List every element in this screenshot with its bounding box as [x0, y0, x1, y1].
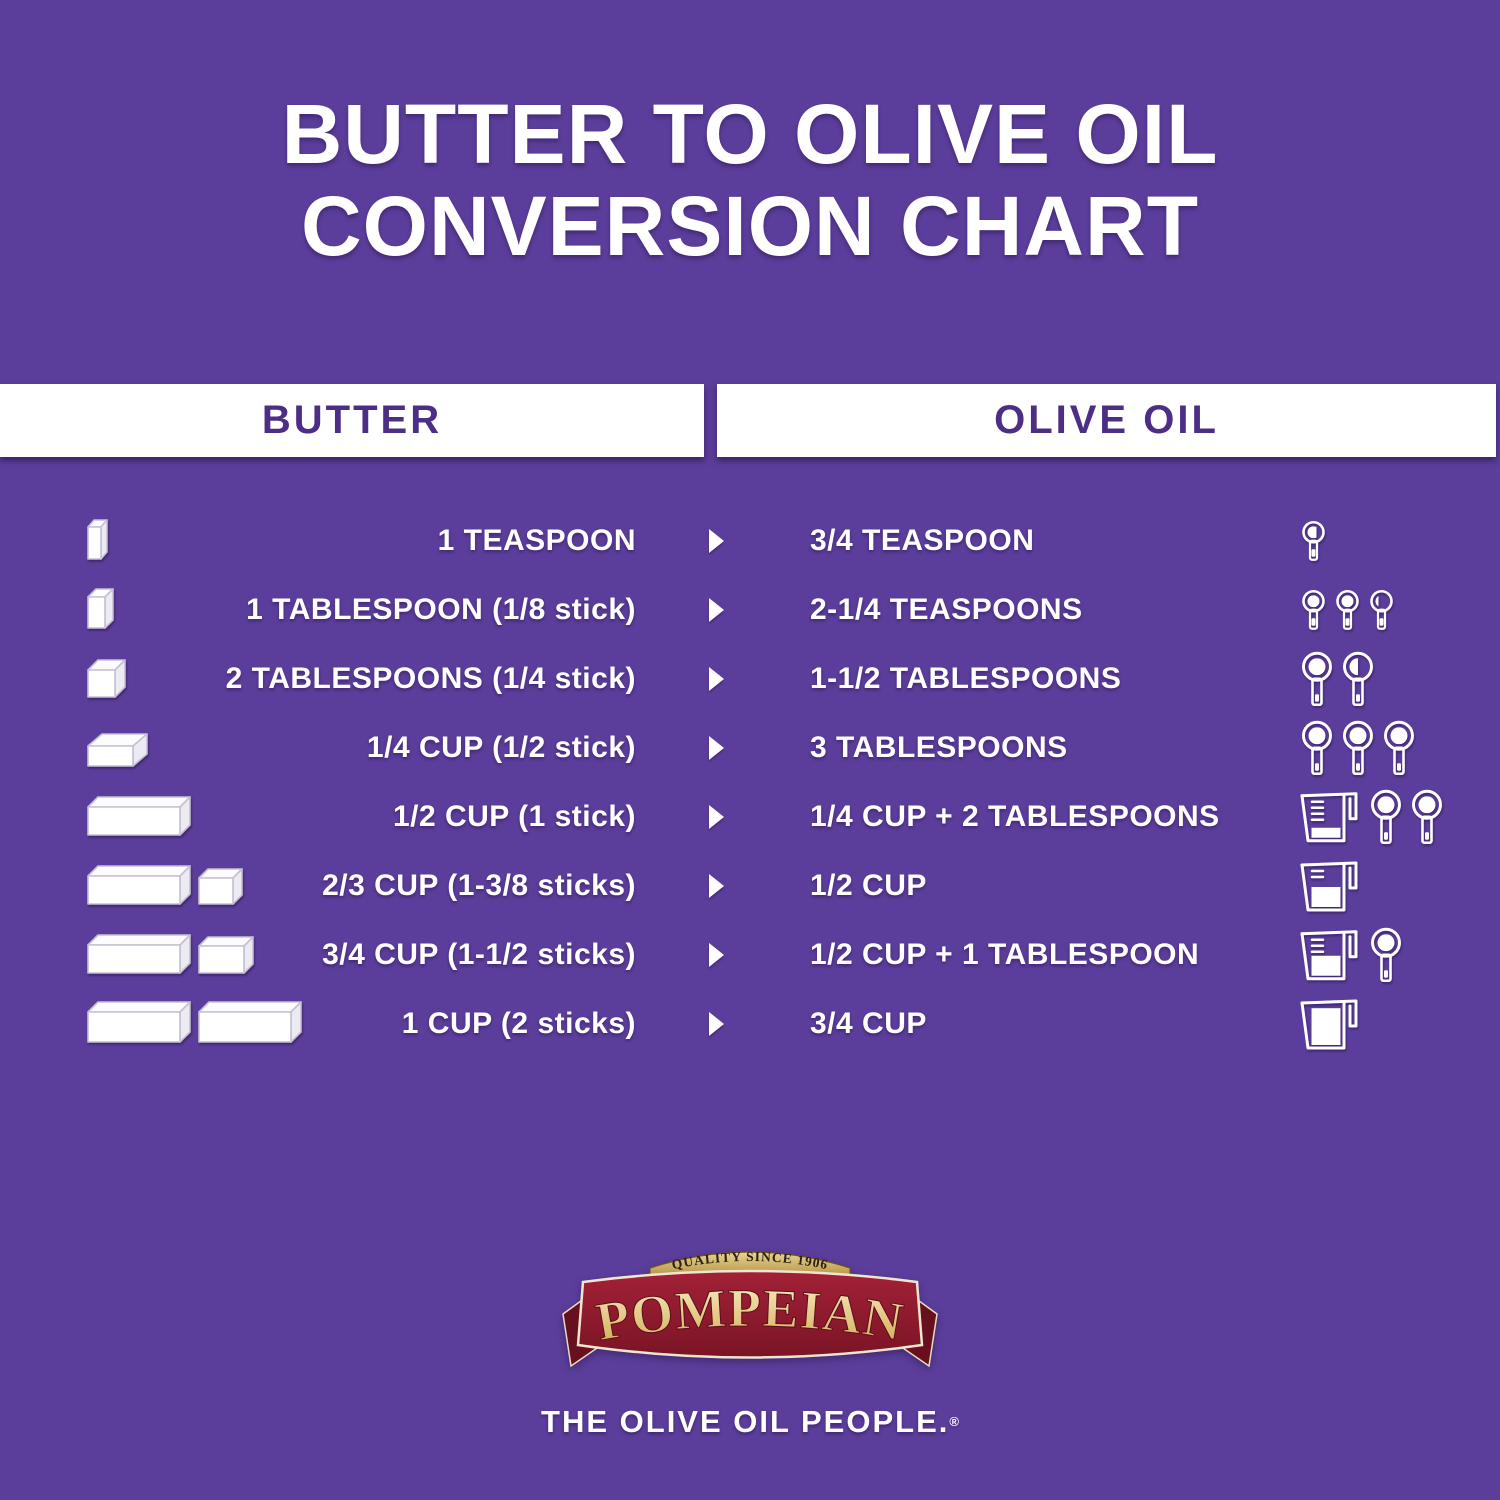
olive-oil-icon-group — [1300, 787, 1444, 846]
arrow-right-icon — [709, 735, 724, 760]
butter-amount-label: 1 TABLESPOON (1/8 stick) — [246, 592, 636, 626]
olive-oil-icon-group — [1300, 857, 1362, 915]
column-header-olive-oil-label: OLIVE OIL — [994, 398, 1219, 442]
measuring-cup-icon — [1300, 792, 1358, 842]
registered-trademark-symbol: ® — [949, 1414, 959, 1429]
olive-oil-amount-label: 2-1/4 TEASPOONS — [810, 592, 1083, 626]
butter-stick-icon — [87, 1001, 191, 1043]
butter-stick-icon — [87, 519, 108, 560]
teaspoon-icon — [1302, 589, 1325, 630]
olive-oil-amount-label: 3 TABLESPOONS — [810, 730, 1068, 764]
butter-stick-icon — [87, 934, 191, 974]
arrow-right-icon — [709, 597, 724, 622]
butter-icon-group — [86, 587, 115, 630]
butter-amount-label: 2/3 CUP (1-3/8 sticks) — [322, 868, 636, 902]
butter-stick-icon — [87, 659, 126, 698]
tablespoon-icon — [1371, 789, 1401, 844]
butter-stick-icon — [87, 733, 148, 767]
olive-oil-icon-group — [1300, 518, 1327, 563]
butter-stick-icon — [198, 1001, 302, 1043]
title-line-1: BUTTER TO OLIVE OIL — [281, 87, 1219, 181]
butter-icon-group — [86, 1000, 303, 1044]
brand-tagline-text: THE OLIVE OIL PEOPLE. — [541, 1404, 950, 1439]
conversion-row: 1 TEASPOON 3/4 TEASPOON — [0, 506, 1500, 575]
brand-tagline: THE OLIVE OIL PEOPLE.® — [0, 1404, 1500, 1440]
column-header-olive-oil: OLIVE OIL — [717, 384, 1496, 457]
olive-oil-amount-label: 1/4 CUP + 2 TABLESPOONS — [810, 799, 1220, 833]
tablespoon-icon — [1302, 651, 1332, 706]
conversion-row: 2 TABLESPOONS (1/4 stick) 1-1/2 TABLESPOO… — [0, 644, 1500, 713]
tablespoon-icon — [1412, 789, 1442, 844]
page-title: BUTTER TO OLIVE OIL CONVERSION CHART — [0, 88, 1500, 272]
tablespoon-icon — [1371, 927, 1401, 982]
pompeian-logo: QUALITY SINCE 1906 POMPEIAN — [562, 1249, 938, 1368]
measuring-cup-icon — [1300, 861, 1358, 911]
column-header-butter-label: BUTTER — [261, 398, 443, 442]
olive-oil-amount-label: 1/2 CUP — [810, 868, 927, 902]
butter-amount-label: 1 CUP (2 sticks) — [401, 1006, 636, 1040]
olive-oil-amount-label: 3/4 CUP — [810, 1006, 927, 1040]
measuring-cup-icon — [1300, 930, 1358, 980]
arrow-right-icon — [709, 666, 724, 691]
conversion-row: 1 CUP (2 sticks) 3/4 CUP — [0, 989, 1500, 1058]
conversion-row: 1 TABLESPOON (1/8 stick) 2-1/4 TEASPOONS — [0, 575, 1500, 644]
brand-red-banner — [576, 1269, 924, 1359]
butter-icon-group — [86, 658, 127, 699]
measuring-cup-icon — [1300, 999, 1358, 1049]
butter-stick-icon — [198, 936, 254, 974]
tablespoon-icon — [1343, 651, 1373, 706]
conversion-table: 1 TEASPOON 3/4 TEASPOON 1 TABLESPOON (1/8 … — [0, 506, 1500, 1058]
butter-amount-label: 1/2 CUP (1 stick) — [392, 799, 636, 833]
butter-amount-label: 1 TEASPOON — [437, 523, 636, 557]
arrow-right-icon — [709, 942, 724, 967]
butter-stick-icon — [198, 868, 243, 905]
butter-icon-group — [86, 864, 244, 906]
conversion-row: 1/4 CUP (1/2 stick) 3 TABLESPOONS — [0, 713, 1500, 782]
butter-icon-group — [86, 732, 149, 768]
olive-oil-amount-label: 3/4 TEASPOON — [810, 523, 1035, 557]
tablespoon-icon — [1384, 720, 1414, 775]
olive-oil-icon-group — [1300, 925, 1403, 984]
olive-oil-icon-group — [1300, 649, 1375, 708]
butter-stick-icon — [87, 588, 114, 629]
tablespoon-icon — [1343, 720, 1373, 775]
butter-icon-group — [86, 795, 192, 837]
butter-icon-group — [86, 933, 255, 975]
arrow-right-icon — [709, 528, 724, 553]
conversion-row: 2/3 CUP (1-3/8 sticks) 1/2 CUP — [0, 851, 1500, 920]
teaspoon-icon — [1302, 520, 1325, 561]
butter-stick-icon — [87, 865, 191, 905]
teaspoon-icon — [1336, 589, 1359, 630]
butter-amount-label: 2 TABLESPOONS (1/4 stick) — [225, 661, 636, 695]
butter-amount-label: 3/4 CUP (1-1/2 sticks) — [322, 937, 636, 971]
butter-icon-group — [86, 518, 109, 561]
olive-oil-amount-label: 1-1/2 TABLESPOONS — [810, 661, 1122, 695]
arrow-right-icon — [709, 804, 724, 829]
butter-amount-label: 1/4 CUP (1/2 stick) — [366, 730, 636, 764]
tablespoon-icon — [1302, 720, 1332, 775]
title-line-2: CONVERSION CHART — [300, 179, 1200, 273]
column-header-butter: BUTTER — [0, 384, 704, 457]
conversion-row: 3/4 CUP (1-1/2 sticks) 1/2 CUP + 1 TABLES… — [0, 920, 1500, 989]
teaspoon-icon — [1370, 589, 1393, 630]
olive-oil-icon-group — [1300, 718, 1416, 777]
butter-stick-icon — [87, 796, 191, 836]
olive-oil-icon-group — [1300, 995, 1362, 1053]
olive-oil-icon-group — [1300, 587, 1395, 632]
arrow-right-icon — [709, 873, 724, 898]
olive-oil-amount-label: 1/2 CUP + 1 TABLESPOON — [810, 937, 1200, 971]
arrow-right-icon — [709, 1011, 724, 1036]
conversion-row: 1/2 CUP (1 stick) 1/4 CUP + 2 TABLESPOONS — [0, 782, 1500, 851]
